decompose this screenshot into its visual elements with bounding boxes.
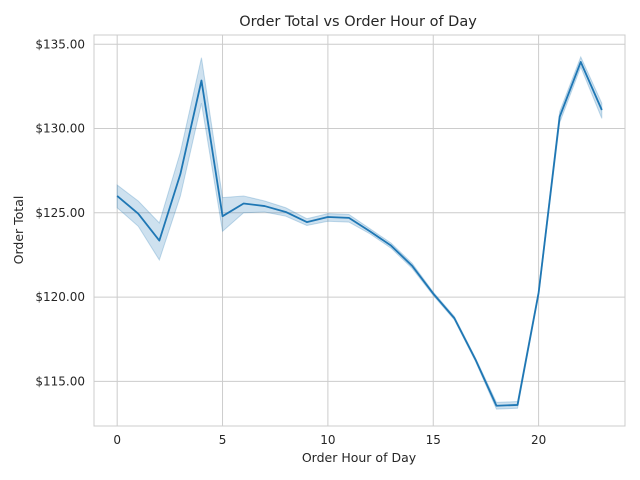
x-tick-label: 15 xyxy=(426,433,441,447)
y-tick-label: $120.00 xyxy=(35,290,85,304)
grid-lines xyxy=(94,35,625,426)
x-tick-label: 10 xyxy=(320,433,335,447)
series-line xyxy=(116,61,603,407)
y-axis-label: Order Total xyxy=(11,196,26,265)
y-tick-label: $115.00 xyxy=(35,374,85,388)
series-line-group xyxy=(116,61,603,407)
confidence-band-area xyxy=(116,55,603,410)
confidence-band xyxy=(116,55,603,410)
x-tick-label: 5 xyxy=(219,433,227,447)
x-axis-label: Order Hour of Day xyxy=(302,450,417,465)
x-tick-labels: 0 5 10 15 20 xyxy=(113,433,546,447)
plot-frame xyxy=(93,34,626,427)
y-tick-label: $125.00 xyxy=(35,206,85,220)
y-tick-label: $130.00 xyxy=(35,122,85,136)
y-tick-label: $135.00 xyxy=(35,37,85,51)
y-tick-labels: $115.00 $120.00 $125.00 $130.00 $135.00 xyxy=(35,37,85,388)
chart-title: Order Total vs Order Hour of Day xyxy=(239,14,477,30)
x-tick-label: 0 xyxy=(113,433,121,447)
x-tick-label: 20 xyxy=(531,433,546,447)
